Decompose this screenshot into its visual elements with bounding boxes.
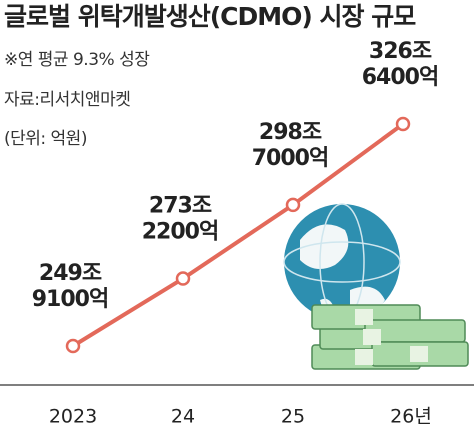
value-label: 2200억: [142, 220, 218, 245]
x-tick-label: 25: [281, 406, 305, 428]
value-label: 9100억: [32, 287, 108, 312]
x-tick-label: 24: [171, 406, 195, 428]
value-label: 7000억: [252, 146, 328, 171]
note: 자료:리서치앤마켓: [4, 90, 130, 110]
value-label: 249조: [39, 261, 102, 286]
marker: [65, 338, 81, 354]
value-label: 6400억: [362, 65, 438, 90]
note: (단위: 억원): [4, 129, 87, 149]
note: ※연 평균 9.3% 성장: [4, 50, 150, 70]
illustration: [283, 203, 469, 370]
chart-title: 글로벌 위탁개발생산(CDMO) 시장 규모: [4, 2, 416, 31]
x-tick-label: 2023: [49, 406, 97, 428]
value-label: 326조: [369, 39, 432, 64]
value-label: 298조: [259, 120, 322, 145]
marker: [285, 197, 301, 213]
marker: [175, 271, 191, 286]
value-label: 273조: [149, 194, 212, 219]
line: [71, 122, 405, 348]
marker: [395, 116, 411, 132]
x-tick-label: 26년: [390, 406, 432, 428]
